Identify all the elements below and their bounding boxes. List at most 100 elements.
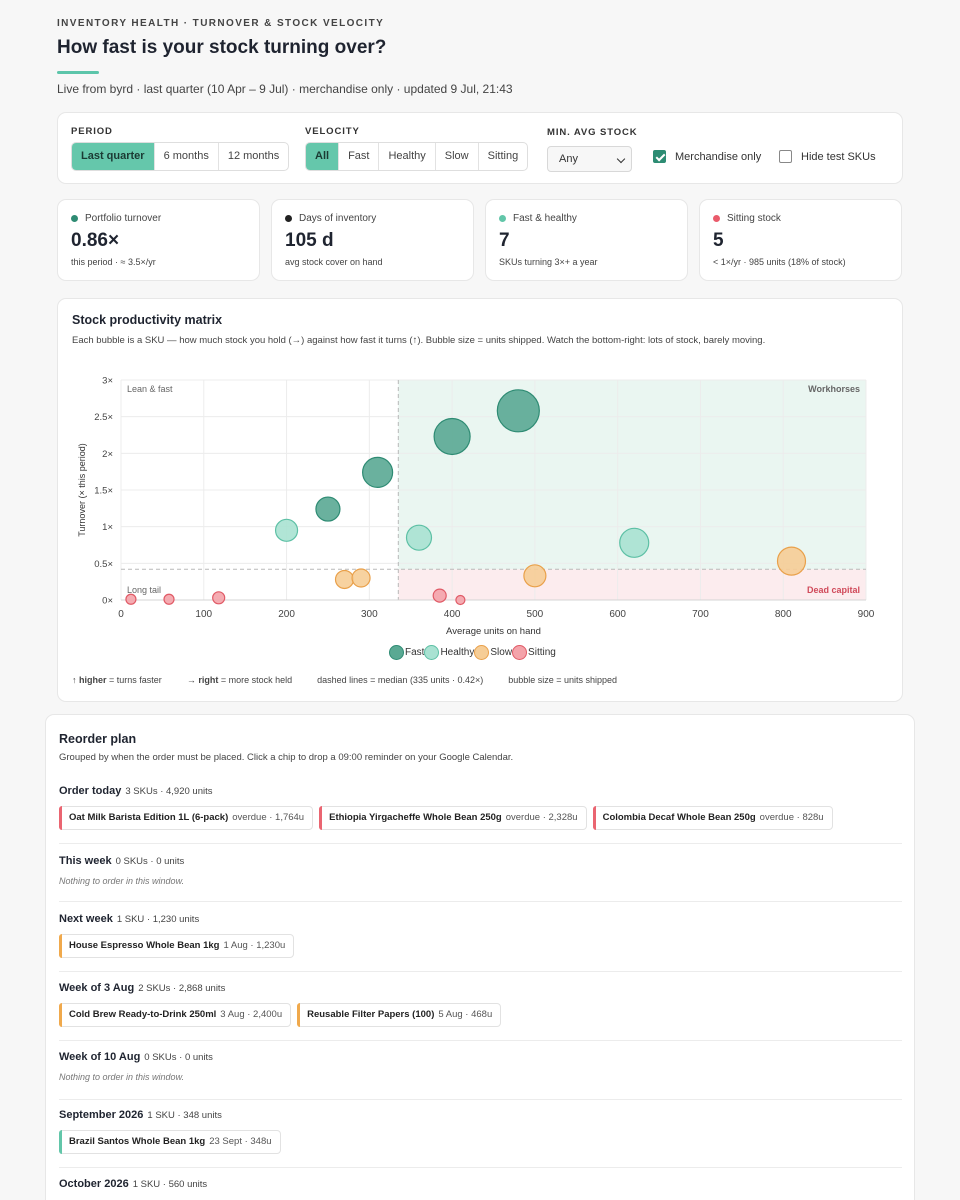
footnote-bubble: bubble size = units shipped [508, 675, 618, 685]
kpi-value: 5 [713, 230, 724, 251]
x-tick-label: 500 [527, 609, 544, 620]
group-meta: 2 SKUs · 2,868 units [138, 983, 226, 994]
quadrant-label-lean-fast: Lean & fast [127, 384, 173, 394]
group-divider [59, 843, 902, 844]
checkbox-icon[interactable] [779, 150, 792, 163]
group-name: Week of 10 Aug [59, 1051, 141, 1063]
hide-test-checkbox[interactable]: Hide test SKUs [779, 150, 876, 163]
reorder-chip[interactable]: Brazil Santos Whole Bean 1kg 23 Sept · 34… [59, 1130, 281, 1154]
group-meta: 0 SKUs · 0 units [115, 856, 185, 867]
y-tick-label: 2× [102, 449, 113, 460]
bubble-slow [351, 568, 371, 588]
legend-swatch-icon [389, 645, 404, 660]
reorder-chip[interactable]: Cold Brew Ready-to-Drink 250ml 3 Aug · 2,… [59, 1003, 292, 1027]
min-stock-select[interactable]: Any [547, 146, 632, 172]
min-stock-value: Any [559, 153, 578, 165]
bubble-fast [433, 417, 471, 456]
group-name: This week [59, 855, 112, 867]
reorder-chip[interactable]: Reusable Filter Papers (100) 5 Aug · 468u [297, 1003, 502, 1027]
group-divider [59, 1167, 902, 1168]
bubble-sitting [432, 588, 447, 603]
x-tick-label: 400 [444, 609, 461, 620]
title-accent-rule [57, 71, 99, 74]
group-header: Week of 3 Aug 2 SKUs · 2,868 units [59, 982, 902, 994]
chip-sku-name: Oat Milk Barista Edition 1L (6-pack) [69, 812, 229, 823]
group-name: October 2026 [59, 1178, 129, 1190]
x-tick-label: 200 [278, 609, 295, 620]
x-tick-label: 700 [692, 609, 709, 620]
velocity-segmented-control: All Fast Healthy Slow Sitting [305, 142, 529, 171]
chip-sku-name: Reusable Filter Papers (100) [307, 1009, 435, 1020]
bubble-sitting [212, 591, 226, 605]
group-header: This week 0 SKUs · 0 units [59, 855, 902, 867]
footnote-higher: ↑ higher = turns faster [72, 675, 162, 685]
group-header: October 2026 1 SKU · 560 units [59, 1178, 902, 1190]
velocity-option-slow[interactable]: Slow [434, 143, 478, 170]
chevron-down-icon [616, 154, 626, 164]
filter-bar: PERIOD Last quarter 6 months 12 months VEL… [57, 112, 903, 184]
x-tick-label: 900 [858, 609, 875, 620]
chip-due-info: overdue · 828u [759, 812, 824, 823]
kpi-card-sitting-stock: Sitting stock 5 < 1×/yr · 985 units (18%… [699, 199, 902, 281]
group-divider [59, 901, 902, 902]
legend-item-fast: Fast [389, 645, 424, 660]
period-option-6-months[interactable]: 6 months [153, 143, 218, 170]
reorder-title: Reorder plan [59, 732, 137, 746]
bubble-slow [776, 546, 807, 576]
velocity-option-sitting[interactable]: Sitting [477, 143, 528, 170]
bubble-slow [523, 564, 547, 588]
velocity-option-all[interactable]: All [306, 143, 339, 170]
period-option-last-quarter[interactable]: Last quarter [72, 143, 154, 170]
empty-window-note: Nothing to order in this window. [59, 876, 185, 886]
quadrant-label-long-tail: Long tail [127, 585, 161, 595]
kpi-subtext: this period · ≈ 3.5×/yr [71, 257, 156, 267]
legend-label: Healthy [440, 647, 475, 658]
bubble-fast [496, 389, 540, 433]
period-label: PERIOD [71, 126, 113, 137]
footnote-dashed: dashed lines = median (335 units · 0.42×… [317, 675, 484, 685]
kpi-value: 0.86× [71, 230, 120, 251]
chip-sku-name: Colombia Decaf Whole Bean 250g [602, 812, 756, 823]
legend-label: Slow [490, 647, 513, 658]
chip-row: Cold Brew Ready-to-Drink 250ml 3 Aug · 2,… [59, 1003, 902, 1027]
merch-only-label: Merchandise only [675, 150, 762, 163]
reorder-group: October 2026 1 SKU · 560 units [59, 1178, 902, 1190]
reorder-chip[interactable]: Colombia Decaf Whole Bean 250g overdue · … [592, 806, 833, 830]
group-name: September 2026 [59, 1109, 144, 1121]
chip-due-info: 23 Sept · 348u [209, 1136, 272, 1147]
reorder-chip[interactable]: Ethiopia Yirgacheffe Whole Bean 250g over… [319, 806, 587, 830]
group-name: Next week [59, 913, 113, 925]
group-meta: 1 SKU · 1,230 units [116, 914, 200, 925]
legend-item-slow: Slow [474, 645, 512, 660]
bubble-healthy [274, 518, 299, 542]
group-header: September 2026 1 SKU · 348 units [59, 1109, 902, 1121]
bubble-sitting [455, 594, 466, 606]
chip-row: House Espresso Whole Bean 1kg 1 Aug · 1,2… [59, 934, 902, 958]
merch-only-checkbox[interactable]: Merchandise only [653, 150, 761, 163]
x-tick-label: 300 [361, 609, 378, 620]
group-divider [59, 1099, 902, 1100]
group-name: Order today [59, 785, 122, 797]
chip-due-info: 1 Aug · 1,230u [223, 940, 286, 951]
bubble-slow [334, 569, 355, 590]
chip-row: Brazil Santos Whole Bean 1kg 23 Sept · 34… [59, 1130, 902, 1154]
group-divider [59, 1040, 902, 1041]
velocity-option-fast[interactable]: Fast [338, 143, 378, 170]
legend-swatch-icon [474, 645, 490, 660]
reorder-chip[interactable]: Oat Milk Barista Edition 1L (6-pack) over… [59, 806, 314, 830]
velocity-option-healthy[interactable]: Healthy [378, 143, 434, 170]
reorder-group: Week of 10 Aug 0 SKUs · 0 units Nothing to… [59, 1051, 902, 1082]
group-divider [59, 971, 902, 972]
checkbox-icon[interactable] [653, 150, 666, 163]
group-meta: 0 SKUs · 0 units [144, 1052, 213, 1063]
reorder-chip[interactable]: House Espresso Whole Bean 1kg 1 Aug · 1,2… [59, 934, 295, 958]
period-option-12-months[interactable]: 12 months [217, 143, 288, 170]
status-dot-icon [713, 215, 720, 222]
status-dot-icon [499, 215, 506, 222]
chip-row: Oat Milk Barista Edition 1L (6-pack) over… [59, 806, 902, 830]
bubble-healthy [619, 527, 650, 558]
legend-item-sitting: Sitting [512, 645, 556, 660]
chip-due-info: 5 Aug · 468u [438, 1009, 493, 1020]
x-tick-label: 0 [118, 609, 124, 620]
chart-legend: Fast Healthy Slow Sitting [389, 645, 556, 660]
